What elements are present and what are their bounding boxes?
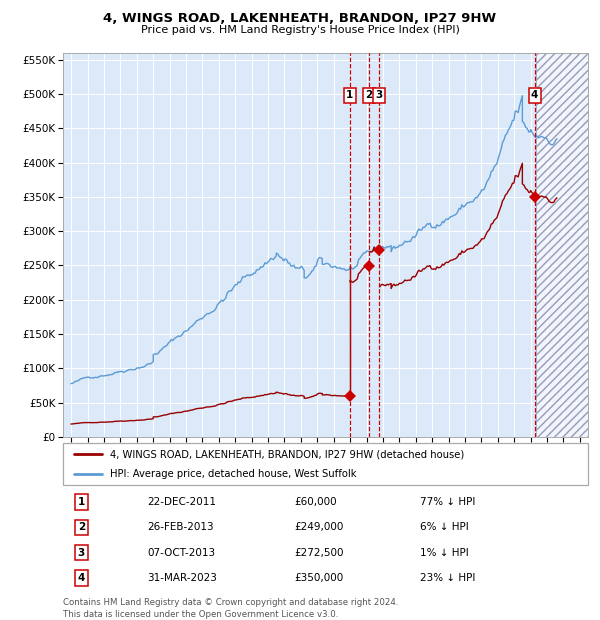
- Text: 1: 1: [78, 497, 85, 507]
- Text: 07-OCT-2013: 07-OCT-2013: [147, 547, 215, 557]
- Text: 4: 4: [77, 573, 85, 583]
- Text: Price paid vs. HM Land Registry's House Price Index (HPI): Price paid vs. HM Land Registry's House …: [140, 25, 460, 35]
- Text: HPI: Average price, detached house, West Suffolk: HPI: Average price, detached house, West…: [110, 469, 357, 479]
- Text: 77% ↓ HPI: 77% ↓ HPI: [420, 497, 475, 507]
- Text: £272,500: £272,500: [294, 547, 343, 557]
- Text: Contains HM Land Registry data © Crown copyright and database right 2024.
This d: Contains HM Land Registry data © Crown c…: [63, 598, 398, 619]
- Text: 22-DEC-2011: 22-DEC-2011: [147, 497, 216, 507]
- Text: 3: 3: [376, 91, 383, 100]
- Text: 23% ↓ HPI: 23% ↓ HPI: [420, 573, 475, 583]
- Bar: [536, 53, 588, 437]
- Text: 31-MAR-2023: 31-MAR-2023: [147, 573, 217, 583]
- Text: 4: 4: [531, 91, 538, 100]
- Text: £350,000: £350,000: [294, 573, 343, 583]
- Text: 26-FEB-2013: 26-FEB-2013: [147, 523, 214, 533]
- Text: £60,000: £60,000: [294, 497, 337, 507]
- Text: 1: 1: [346, 91, 353, 100]
- Text: 6% ↓ HPI: 6% ↓ HPI: [420, 523, 469, 533]
- Text: 1% ↓ HPI: 1% ↓ HPI: [420, 547, 469, 557]
- Text: 4, WINGS ROAD, LAKENHEATH, BRANDON, IP27 9HW: 4, WINGS ROAD, LAKENHEATH, BRANDON, IP27…: [103, 12, 497, 25]
- Text: £249,000: £249,000: [294, 523, 343, 533]
- Text: 4, WINGS ROAD, LAKENHEATH, BRANDON, IP27 9HW (detached house): 4, WINGS ROAD, LAKENHEATH, BRANDON, IP27…: [110, 450, 464, 459]
- Bar: [536, 53, 588, 437]
- Text: 3: 3: [78, 547, 85, 557]
- Text: 2: 2: [365, 91, 373, 100]
- Text: 2: 2: [78, 523, 85, 533]
